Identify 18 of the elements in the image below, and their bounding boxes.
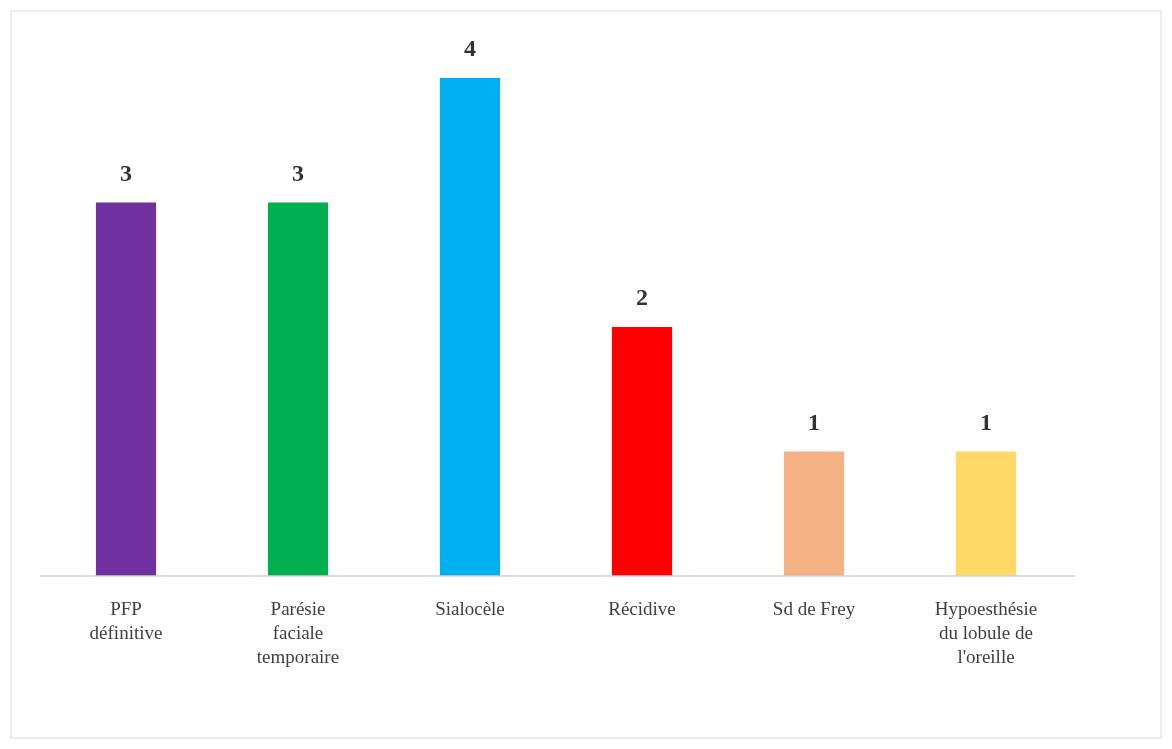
- x-tick-label: Sialocèle: [435, 598, 505, 619]
- bar: [267, 202, 329, 576]
- data-label: 4: [464, 35, 476, 61]
- bar: [611, 327, 673, 576]
- x-tick-label: Récidive: [608, 598, 676, 619]
- data-label: 3: [292, 159, 304, 186]
- x-tick-label: PFP définitive: [89, 598, 163, 643]
- bar: [439, 78, 501, 576]
- data-label: 3: [120, 159, 132, 186]
- x-tick-label: Parésie faciale temporaire: [256, 598, 340, 667]
- data-label: 2: [636, 284, 648, 310]
- bar: [783, 451, 845, 576]
- bar: [955, 451, 1017, 576]
- data-label: 1: [808, 408, 820, 435]
- x-tick-label: Hypoesthésie du lobule de l'oreille: [934, 598, 1038, 667]
- x-tick-label: Sd de Frey: [772, 598, 856, 619]
- data-label: 1: [980, 408, 992, 435]
- bar: [95, 202, 157, 576]
